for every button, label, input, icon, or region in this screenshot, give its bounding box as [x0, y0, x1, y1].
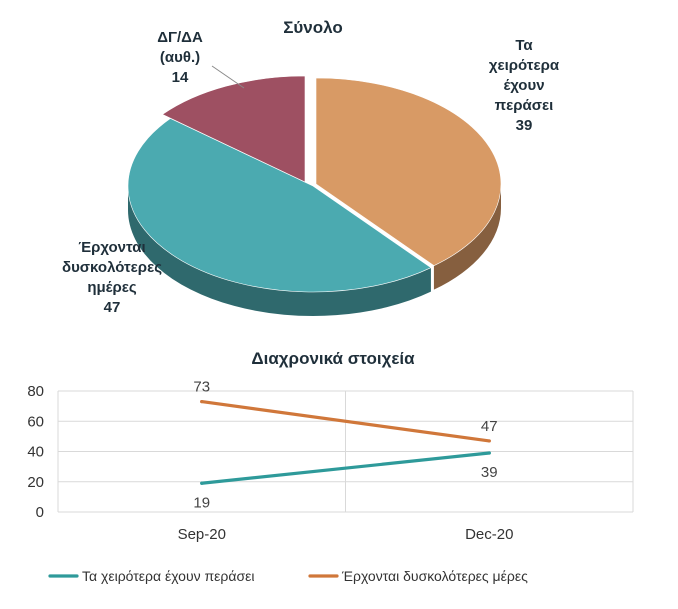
pie-value-label-2: 14 [172, 69, 189, 86]
pie-leader-line [211, 65, 245, 89]
pie-category-label-0: έχουν [503, 77, 544, 94]
y-tick-label: 0 [36, 504, 44, 521]
series-point-0-0 [200, 481, 204, 485]
pie-title: Σύνολο [283, 18, 343, 37]
x-tick-label: Sep-20 [178, 526, 226, 543]
line-chart: Διαχρονικά στοιχεία 0 20 40 60 80 Sep-20 Dec-2… [27, 349, 634, 584]
series-point-1-0 [200, 399, 204, 404]
pie-slice-1 [127, 118, 432, 293]
series-point-0-1 [487, 451, 491, 455]
pie-category-label-2: ΔΓ/ΔΑ [157, 29, 203, 46]
y-tick-label: 80 [27, 383, 44, 400]
data-label-0-0: 19 [193, 494, 210, 511]
pie-category-label-0: χειρότερα [489, 57, 560, 74]
y-tick-label: 20 [27, 474, 44, 491]
y-tick-label: 40 [27, 444, 44, 461]
series-line-1 [200, 399, 491, 443]
legend-label-1: Έρχονται δυσκολότερες μέρες [341, 568, 528, 584]
line-title: Διαχρονικά στοιχεία [251, 349, 415, 368]
pie-category-label-1: ημέρες [87, 279, 137, 296]
data-label-1-0: 73 [193, 379, 210, 396]
pie-category-label-0: Τα [515, 37, 533, 54]
pie-value-label-0: 39 [516, 117, 533, 134]
x-tick-label: Dec-20 [465, 526, 513, 543]
y-tick-label: 60 [27, 413, 44, 430]
pie-slice-side-1-0 [128, 186, 431, 316]
data-label-0-1: 39 [481, 464, 498, 481]
legend-label-0: Τα χειρότερα έχουν περάσει [82, 568, 254, 584]
pie-chart: Σύνολο Τα χειρότερα έχουν περάσει 39 Έρχονται… [62, 18, 560, 316]
pie-category-label-1: Έρχονται [78, 239, 145, 256]
pie-slice-2 [161, 75, 306, 183]
pie-category-label-2: (αυθ.) [160, 49, 200, 66]
pie-category-label-1: δυσκολότερες [62, 259, 162, 276]
series-line-0 [200, 451, 491, 485]
pie-slice-side-0-0 [433, 184, 501, 290]
pie-category-label-0: περάσει [495, 97, 554, 114]
pie-slice-0 [315, 77, 502, 267]
pie-value-label-1: 47 [104, 299, 121, 316]
series-point-1-1 [487, 439, 491, 443]
data-label-1-1: 47 [481, 418, 498, 435]
